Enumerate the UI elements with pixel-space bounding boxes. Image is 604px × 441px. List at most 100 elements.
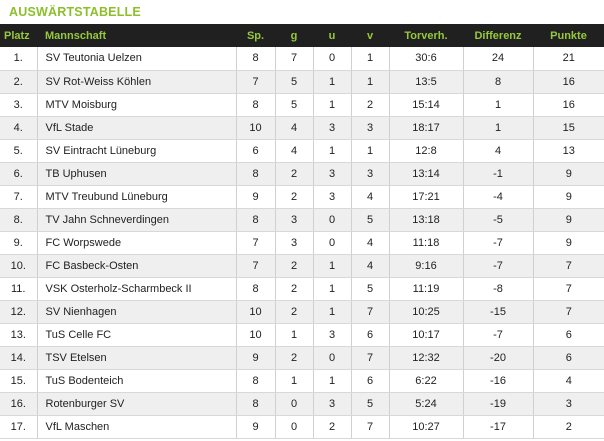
table-row: 17. VfL Maschen 9 0 2 7 10:27 -17 2 [0,415,604,439]
unentschieden-cell: 3 [312,162,351,186]
torverhaeltnis-cell: 10:27 [388,415,463,439]
table-row: 10. FC Basbeck-Osten 7 2 1 4 9:16 -7 7 [0,254,604,278]
punkte-cell: 7 [532,277,604,301]
punkte-cell: 15 [532,116,604,140]
table-row: 12. SV Nienhagen 10 2 1 7 10:25 -15 7 [0,300,604,324]
table-row: 4. VfL Stade 10 4 3 3 18:17 1 15 [0,116,604,140]
unentschieden-cell: 0 [312,231,351,255]
differenz-cell: -7 [462,254,533,278]
punkte-cell: 16 [532,93,604,117]
team-cell: VfL Maschen [36,415,236,439]
spiele-cell: 9 [235,185,275,209]
torverhaeltnis-cell: 13:5 [388,70,463,94]
torverhaeltnis-cell: 10:17 [388,323,463,347]
punkte-cell: 9 [532,208,604,232]
torverhaeltnis-cell: 10:25 [388,300,463,324]
differenz-cell: -1 [462,162,533,186]
team-cell: TuS Celle FC [36,323,236,347]
punkte-cell: 6 [532,346,604,370]
verloren-cell: 4 [350,254,389,278]
punkte-cell: 7 [532,254,604,278]
gewonnen-cell: 2 [274,277,313,301]
verloren-cell: 7 [350,415,389,439]
unentschieden-cell: 3 [312,323,351,347]
team-cell: TV Jahn Schneverdingen [36,208,236,232]
unentschieden-cell: 3 [312,185,351,209]
punkte-cell: 4 [532,369,604,393]
torverhaeltnis-cell: 15:14 [388,93,463,117]
table-row: 6. TB Uphusen 8 2 3 3 13:14 -1 9 [0,162,604,186]
gewonnen-cell: 2 [274,346,313,370]
unentschieden-cell: 1 [312,254,351,278]
platz-cell: 4. [0,116,37,140]
verloren-cell: 3 [350,162,389,186]
punkte-cell: 21 [532,47,604,71]
table-row: 11. VSK Osterholz-Scharmbeck II 8 2 1 5 11:19-… [0,277,604,301]
verloren-cell: 1 [350,139,389,163]
unentschieden-cell: 1 [312,70,351,94]
team-cell: TuS Bodenteich [36,369,236,393]
torverhaeltnis-cell: 13:14 [388,162,463,186]
differenz-cell: 8 [462,70,533,94]
verloren-cell: 5 [350,208,389,232]
punkte-cell: 7 [532,300,604,324]
team-cell: Rotenburger SV [36,392,236,416]
torverhaeltnis-cell: 18:17 [388,116,463,140]
differenz-cell: -17 [462,415,533,439]
differenz-cell: 1 [462,93,533,117]
gewonnen-cell: 2 [274,300,313,324]
platz-cell: 3. [0,93,37,117]
table-row: 5. SV Eintracht Lüneburg 6 4 1 1 12:8 4 13 [0,139,604,163]
platz-cell: 11. [0,277,37,301]
team-cell: FC Basbeck-Osten [36,254,236,278]
table-row: 3. MTV Moisburg 8 5 1 2 15:14 1 16 [0,93,604,117]
team-cell: SV Eintracht Lüneburg [36,139,236,163]
gewonnen-cell: 5 [274,70,313,94]
platz-cell: 7. [0,185,37,209]
spiele-cell: 6 [235,139,275,163]
torverhaeltnis-cell: 17:21 [388,185,463,209]
gewonnen-cell: 5 [274,93,313,117]
platz-cell: 16. [0,392,37,416]
torverhaeltnis-cell: 6:22 [388,369,463,393]
platz-cell: 14. [0,346,37,370]
platz-cell: 8. [0,208,37,232]
table-row: 14. TSV Etelsen 9 2 0 7 12:32 -20 6 [0,346,604,370]
torverhaeltnis-cell: 11:18 [388,231,463,255]
differenz-cell: -5 [462,208,533,232]
unentschieden-cell: 1 [312,300,351,324]
differenz-cell: 1 [462,116,533,140]
punkte-cell: 13 [532,139,604,163]
column-header-verloren: v [366,29,374,42]
differenz-cell: 4 [462,139,533,163]
spiele-cell: 8 [235,208,275,232]
team-cell: SV Teutonia Uelzen [36,47,236,71]
unentschieden-cell: 3 [312,392,351,416]
differenz-cell: -15 [462,300,533,324]
differenz-cell: -7 [462,323,533,347]
table-row: 16. Rotenburger SV 8 0 3 5 5:24 -19 3 [0,392,604,416]
unentschieden-cell: 1 [312,277,351,301]
verloren-cell: 4 [350,231,389,255]
gewonnen-cell: 4 [274,139,313,163]
table-row: 9. FC Worpswede 7 3 0 4 11:18 -7 9 [0,231,604,255]
punkte-cell: 6 [532,323,604,347]
torverhaeltnis-cell: 12:8 [388,139,463,163]
unentschieden-cell: 0 [312,208,351,232]
verloren-cell: 5 [350,277,389,301]
unentschieden-cell: 0 [312,47,351,71]
differenz-cell: -16 [462,369,533,393]
unentschieden-cell: 1 [312,93,351,117]
table-row: 13. TuS Celle FC 10 1 3 6 10:17 -7 6 [0,323,604,347]
gewonnen-cell: 1 [274,369,313,393]
gewonnen-cell: 0 [274,392,313,416]
differenz-cell: -20 [462,346,533,370]
table-row: 15. TuS Bodenteich 8 1 1 6 6:22 -16 4 [0,369,604,393]
column-header-platz: Platz [4,29,30,42]
torverhaeltnis-cell: 11:19 [388,277,463,301]
team-cell: MTV Moisburg [36,93,236,117]
platz-cell: 12. [0,300,37,324]
spiele-cell: 7 [235,231,275,255]
spiele-cell: 8 [235,93,275,117]
punkte-cell: 16 [532,70,604,94]
